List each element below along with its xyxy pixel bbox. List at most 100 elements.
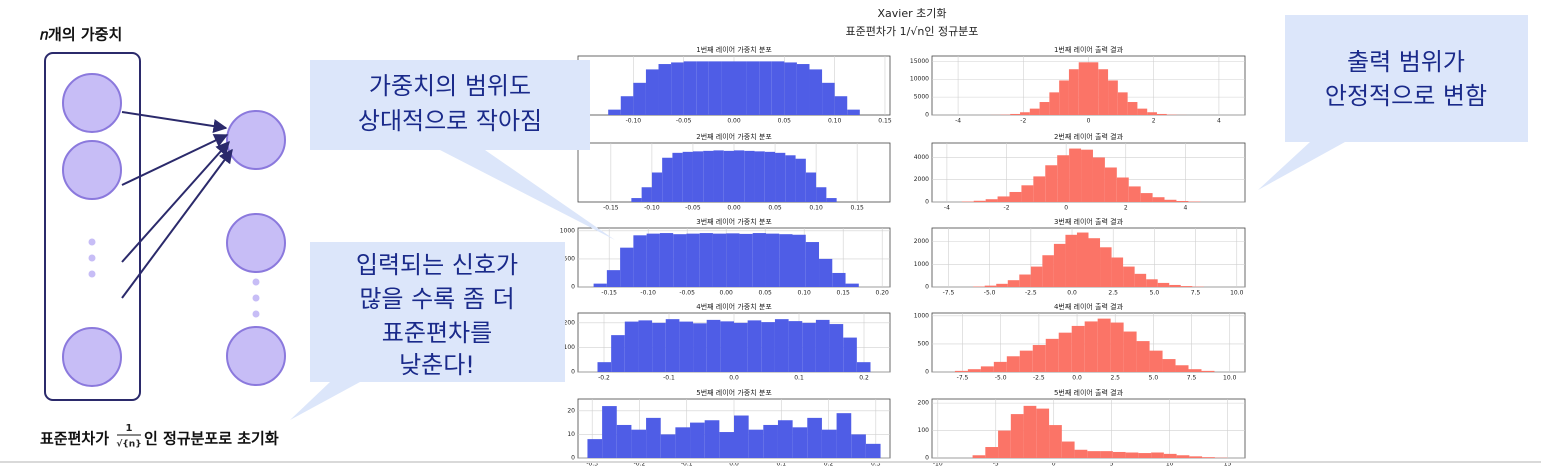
x-tick-label: 0.0 [1072,375,1082,382]
histogram-bar [660,434,676,458]
histogram-bar [1039,102,1050,115]
histogram-bar [1059,80,1069,115]
histogram-bar [807,417,822,458]
y-tick-label: 15000 [910,58,929,65]
x-tick-label: 7.5 [1191,290,1201,297]
x-tick-label: 2 [1124,205,1128,212]
histogram-bar [851,434,866,458]
callout-line: 낮춘다! [399,351,475,379]
x-tick-label: 5.0 [1149,375,1159,382]
x-tick-label: 15 [1224,461,1232,468]
histogram-bar [792,427,808,458]
histogram-bar [748,429,764,458]
histogram-bar [759,61,772,115]
histogram-bar [1033,176,1046,202]
histogram-bar [739,233,753,287]
histogram-bar [765,233,780,287]
histogram-bar [1180,286,1193,287]
callout-line: 가중치의 범위도 [369,72,531,100]
x-tick-label: -0.10 [644,205,660,212]
histogram-bar [662,157,673,202]
histogram-bar [834,96,848,115]
histogram-bar [633,82,646,115]
histogram-bar [856,362,871,372]
x-tick-label: 0.15 [837,290,851,297]
x-tick-label: -4 [944,205,950,212]
histogram-bar [608,109,621,115]
caption-denominator: √{n} [116,439,141,450]
histogram-bar [1176,200,1189,202]
y-tick-label: 200 [564,319,576,326]
histogram-bar [1111,257,1124,287]
y-tick-label: 100 [918,427,930,434]
histogram-bar [734,150,745,202]
histogram-bar [673,234,687,287]
x-tick-label: 0.0 [1067,290,1077,297]
histogram-bar [1042,255,1054,287]
histogram-bar [1007,280,1020,287]
y-tick-label: 0 [571,455,575,462]
histogram-bar [1202,457,1215,458]
x-tick-label: 0 [1064,205,1068,212]
histogram-bar [1010,113,1021,115]
y-tick-label: 200 [918,400,930,407]
histogram-bar [1088,62,1099,115]
chart-title: 2번째 레이어 출력 결과 [1054,132,1124,141]
caption-start: 표준편차가 [40,430,109,448]
x-tick-label: 0.00 [720,290,734,297]
histogram-bar [998,430,1011,458]
histogram-bar [1081,149,1093,202]
histogram-bar [972,455,986,458]
x-tick-label: 0 [1052,461,1056,468]
histogram-bar [845,283,859,287]
chart-title: 1번째 레이어 가중치 분포 [696,45,772,54]
x-tick-label: 0.2 [824,461,834,468]
histogram-bar [734,322,748,372]
histogram-bar [734,61,747,115]
caption-numerator: 1 [126,423,133,434]
x-tick-label: 0.05 [759,290,773,297]
x-tick-label: 0.10 [798,290,812,297]
histogram-bar [1068,69,1079,115]
histogram-bar [658,64,672,115]
histogram-bar [646,233,660,287]
histogram-bar [587,439,603,458]
x-tick-label: 10 [1166,461,1174,468]
y-tick-label: 2000 [914,238,929,245]
x-tick-label: 0.1 [776,461,786,468]
histogram-bar [847,109,860,115]
histogram-bar [752,233,766,287]
callout-line: 표준편차를 [382,319,492,347]
histogram-bar [771,61,785,115]
x-tick-label: -0.10 [626,118,642,125]
histogram-bar [1061,441,1075,458]
y-tick-label: 0 [925,369,929,376]
histogram-bar [973,200,986,202]
chart-title: 5번째 레이어 가중치 분포 [696,388,772,397]
x-tick-label: 0.2 [859,375,869,382]
histogram-bar [1169,284,1181,287]
histogram-bar [693,323,707,372]
x-tick-label: -0.1 [681,461,693,468]
caption-end: 인 정규분포로 초기화 [144,430,279,448]
histogram-bar [1123,331,1137,372]
histogram-bar [821,429,837,458]
histogram-bar [1087,451,1101,458]
x-tick-label: -0.10 [640,290,656,297]
x-tick-label: 0.10 [809,205,823,212]
histogram-bar [690,422,705,458]
histogram-bar [671,62,684,115]
histogram-bar [672,152,683,202]
histogram-bar [675,427,691,458]
histogram-bar [1138,453,1152,458]
histogram-bar [1164,199,1177,202]
x-tick-label: -0.05 [676,118,692,125]
y-tick-label: 4000 [914,154,929,161]
x-tick-label: 10.0 [1223,375,1237,382]
figure-subtitle: 표준편차가 1/√n인 정규분포 [846,25,979,38]
network-diagram: 𝑛개의 가중치 표준편차가 1 √{n} 인 정규분포로 초기화 [39,26,286,450]
histogram-bar [1100,451,1113,458]
histogram-bar [1151,452,1164,458]
